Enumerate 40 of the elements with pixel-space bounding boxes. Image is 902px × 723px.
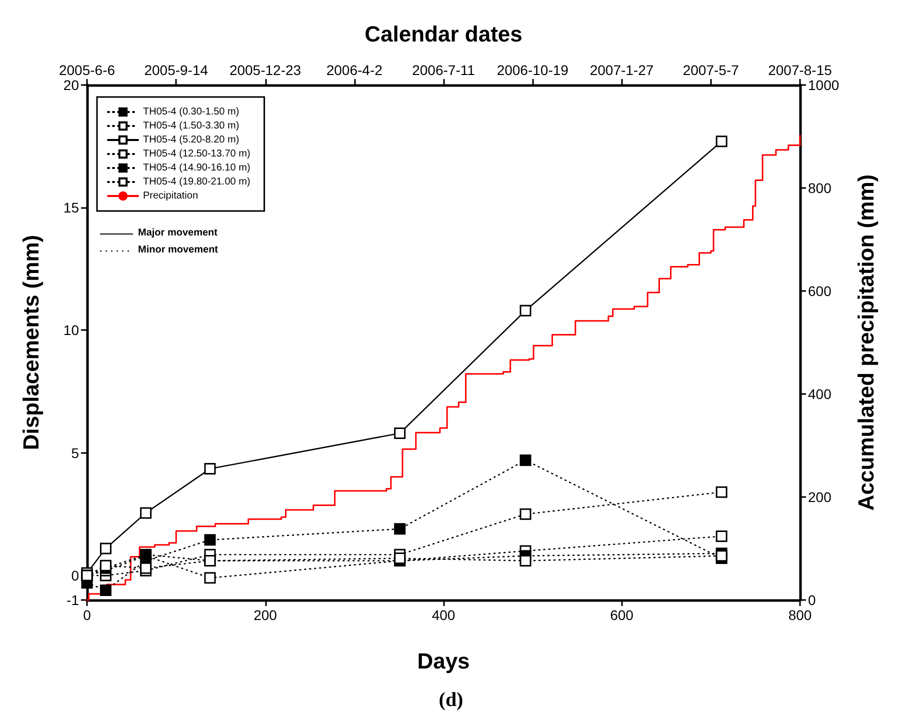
x-tick-label: 200 xyxy=(254,607,278,623)
legend-label: TH05-4 (0.30-1.50 m) xyxy=(143,106,240,118)
y-tick-label: 5 xyxy=(71,444,80,461)
x2-tick-label: 2007-5-7 xyxy=(682,62,740,78)
x-axis-title: Days xyxy=(417,648,470,674)
x2-tick-label: 2005-6-6 xyxy=(58,62,116,78)
x-tick-label: 600 xyxy=(610,607,634,623)
x2-tick-label: 2006-10-19 xyxy=(496,62,569,78)
y2-tick-label: 200 xyxy=(808,489,832,505)
y2-tick-label: 800 xyxy=(808,180,832,196)
x2-tick-label: 2005-12-23 xyxy=(229,62,302,78)
x2-tick-label: 2006-7-11 xyxy=(412,62,476,78)
x-tick-label: 0 xyxy=(83,607,92,623)
x2-tick-label: 2007-1-27 xyxy=(590,62,654,78)
y-tick-label: 20 xyxy=(63,77,80,93)
annotation: Major movement xyxy=(138,228,218,238)
legend-label: TH05-4 (5.20-8.20 m) xyxy=(143,134,240,146)
y2-tick-label: 600 xyxy=(808,283,832,299)
x-tick-label: 800 xyxy=(788,607,812,623)
y-axis-title: Displacements (mm) xyxy=(18,234,44,450)
legend-label: TH05-4 (19.80-21.00 m) xyxy=(143,176,250,188)
legend-label: TH05-4 (1.50-3.30 m) xyxy=(143,120,240,132)
y-tick-label: -1 xyxy=(66,592,80,608)
text: (d) xyxy=(438,689,464,711)
y2-tick-label: 1000 xyxy=(808,77,840,93)
x-tick-label: 400 xyxy=(432,607,456,623)
x2-tick-label: 2005-9-14 xyxy=(144,62,208,78)
legend-label: Precipitation xyxy=(143,190,198,202)
y-tick-label: 15 xyxy=(63,200,80,216)
annotation: Minor movement xyxy=(138,244,219,256)
y2-tick-label: 400 xyxy=(808,386,832,402)
legend-label: TH05-4 (12.50-13.70 m) xyxy=(143,148,250,160)
x2-tick-label: 2006-4-2 xyxy=(326,62,383,78)
y-tick-label: 0 xyxy=(71,567,80,584)
y-tick-label: 10 xyxy=(63,322,80,338)
y2-axis-title: Accumulated precipitation (mm) xyxy=(854,174,878,511)
legend-label: TH05-4 (14.90-16.10 m) xyxy=(143,162,250,174)
y2-tick-label: 0 xyxy=(808,592,816,608)
x2-tick-label: 2007-8-15 xyxy=(768,62,832,78)
x2-axis-title: Calendar dates xyxy=(364,22,522,46)
